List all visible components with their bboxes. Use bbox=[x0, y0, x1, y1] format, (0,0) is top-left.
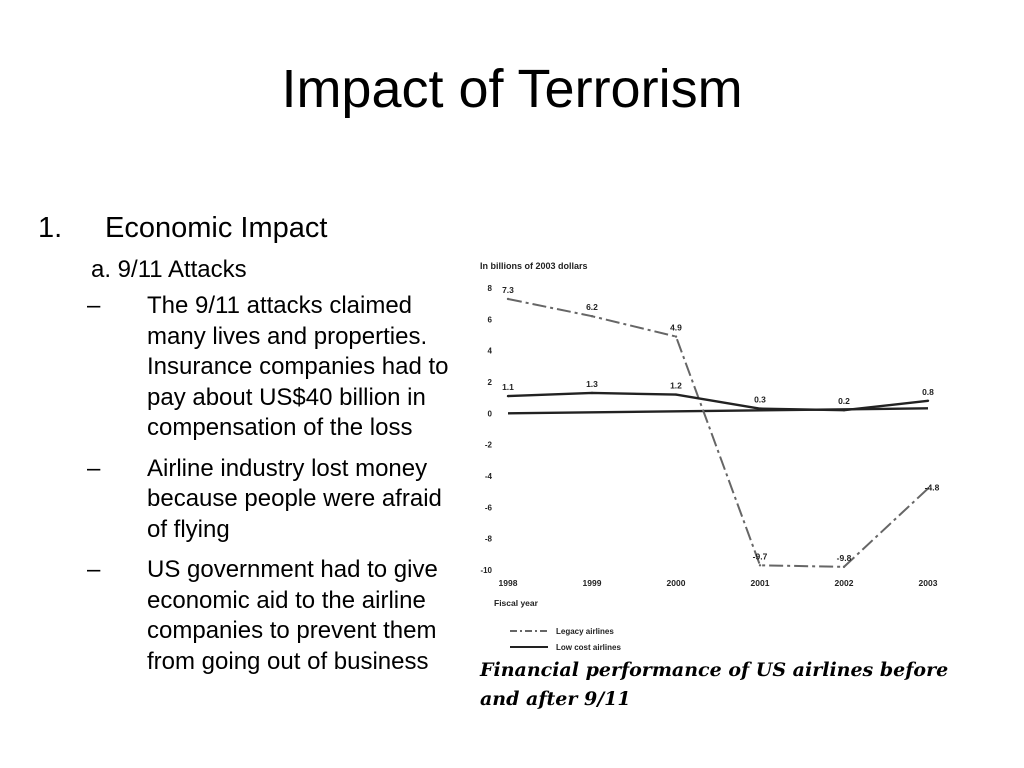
airline-performance-chart: In billions of 2003 dollars 8 6 4 2 0 -2 -4 -6 -8… bbox=[470, 255, 960, 675]
data-point bbox=[758, 407, 762, 410]
bullet-text: Airline industry lost money because peop… bbox=[147, 454, 442, 543]
x-tick-label: 2003 bbox=[919, 578, 938, 588]
bullet-item: – Airline industry lost money because pe… bbox=[87, 454, 467, 546]
chart-svg: In billions of 2003 dollars 8 6 4 2 0 -2 -4 -6 -8… bbox=[480, 261, 940, 652]
x-tick-label: 2001 bbox=[751, 578, 770, 588]
data-label: 0.3 bbox=[754, 395, 766, 405]
data-label: 4.9 bbox=[670, 323, 682, 333]
bullet-item: – US government had to give economic aid… bbox=[87, 555, 467, 677]
data-point bbox=[842, 565, 846, 569]
data-label: 6.2 bbox=[586, 302, 598, 312]
chart-caption: Financial performance of US airlines bef… bbox=[480, 659, 949, 710]
subitem-911-attacks: a. 9/11 Attacks bbox=[91, 256, 247, 283]
data-point bbox=[590, 391, 594, 395]
y-tick-label: -2 bbox=[485, 441, 493, 450]
data-label: 1.2 bbox=[670, 381, 682, 391]
x-tick-label: 2000 bbox=[667, 578, 686, 588]
y-tick-label: -4 bbox=[485, 472, 493, 481]
y-tick-label: 8 bbox=[488, 284, 493, 293]
y-tick-label: -6 bbox=[485, 503, 493, 512]
data-label: 1.1 bbox=[502, 382, 514, 392]
data-point bbox=[674, 335, 678, 338]
data-point bbox=[926, 399, 930, 402]
data-point bbox=[506, 297, 510, 301]
x-tick-label: 2002 bbox=[835, 578, 854, 588]
bullet-text: US government had to give economic aid t… bbox=[147, 556, 438, 675]
zero-line bbox=[507, 407, 929, 415]
data-label: 1.3 bbox=[586, 379, 598, 389]
data-label: -9.8 bbox=[837, 553, 852, 563]
bullet-text: The 9/11 attacks claimed many lives and … bbox=[147, 292, 449, 441]
y-tick-label: -8 bbox=[485, 535, 493, 544]
y-tick-label: 2 bbox=[488, 378, 493, 387]
data-point bbox=[590, 315, 594, 318]
bullet-marker: – bbox=[87, 292, 101, 319]
data-point bbox=[674, 393, 678, 396]
x-tick-label: 1999 bbox=[583, 578, 602, 588]
legend-label: Low cost airlines bbox=[556, 643, 621, 652]
bullet-list: – The 9/11 attacks claimed many lives an… bbox=[87, 291, 467, 687]
bullet-marker: – bbox=[87, 556, 101, 583]
x-tick-label: 1998 bbox=[499, 578, 518, 588]
data-label: 7.3 bbox=[502, 285, 514, 295]
data-point bbox=[506, 394, 510, 398]
data-label: 0.2 bbox=[838, 396, 850, 406]
y-tick-label: -10 bbox=[480, 566, 492, 575]
data-point bbox=[842, 409, 846, 412]
y-tick-label: 6 bbox=[488, 315, 493, 324]
data-point bbox=[758, 564, 762, 567]
data-label: 0.8 bbox=[922, 387, 934, 397]
bullet-item: – The 9/11 attacks claimed many lives an… bbox=[87, 291, 467, 444]
y-axis-label: In billions of 2003 dollars bbox=[480, 261, 588, 271]
data-point bbox=[926, 487, 930, 490]
y-tick-label: 4 bbox=[488, 347, 493, 356]
series-line-low-cost-airlines bbox=[507, 391, 929, 412]
slide-title: Impact of Terrorism bbox=[281, 59, 743, 119]
series-line-legacy-airlines bbox=[507, 297, 929, 568]
bullet-marker: – bbox=[87, 454, 101, 482]
outline-item-number: 1. bbox=[38, 212, 63, 244]
legend-label: Legacy airlines bbox=[556, 627, 614, 636]
outline-item-text: Economic Impact bbox=[105, 212, 328, 244]
data-label: -9.7 bbox=[753, 551, 768, 561]
y-tick-label: 0 bbox=[488, 409, 493, 418]
x-axis-label: Fiscal year bbox=[494, 598, 539, 608]
data-label: -4.8 bbox=[925, 483, 940, 493]
